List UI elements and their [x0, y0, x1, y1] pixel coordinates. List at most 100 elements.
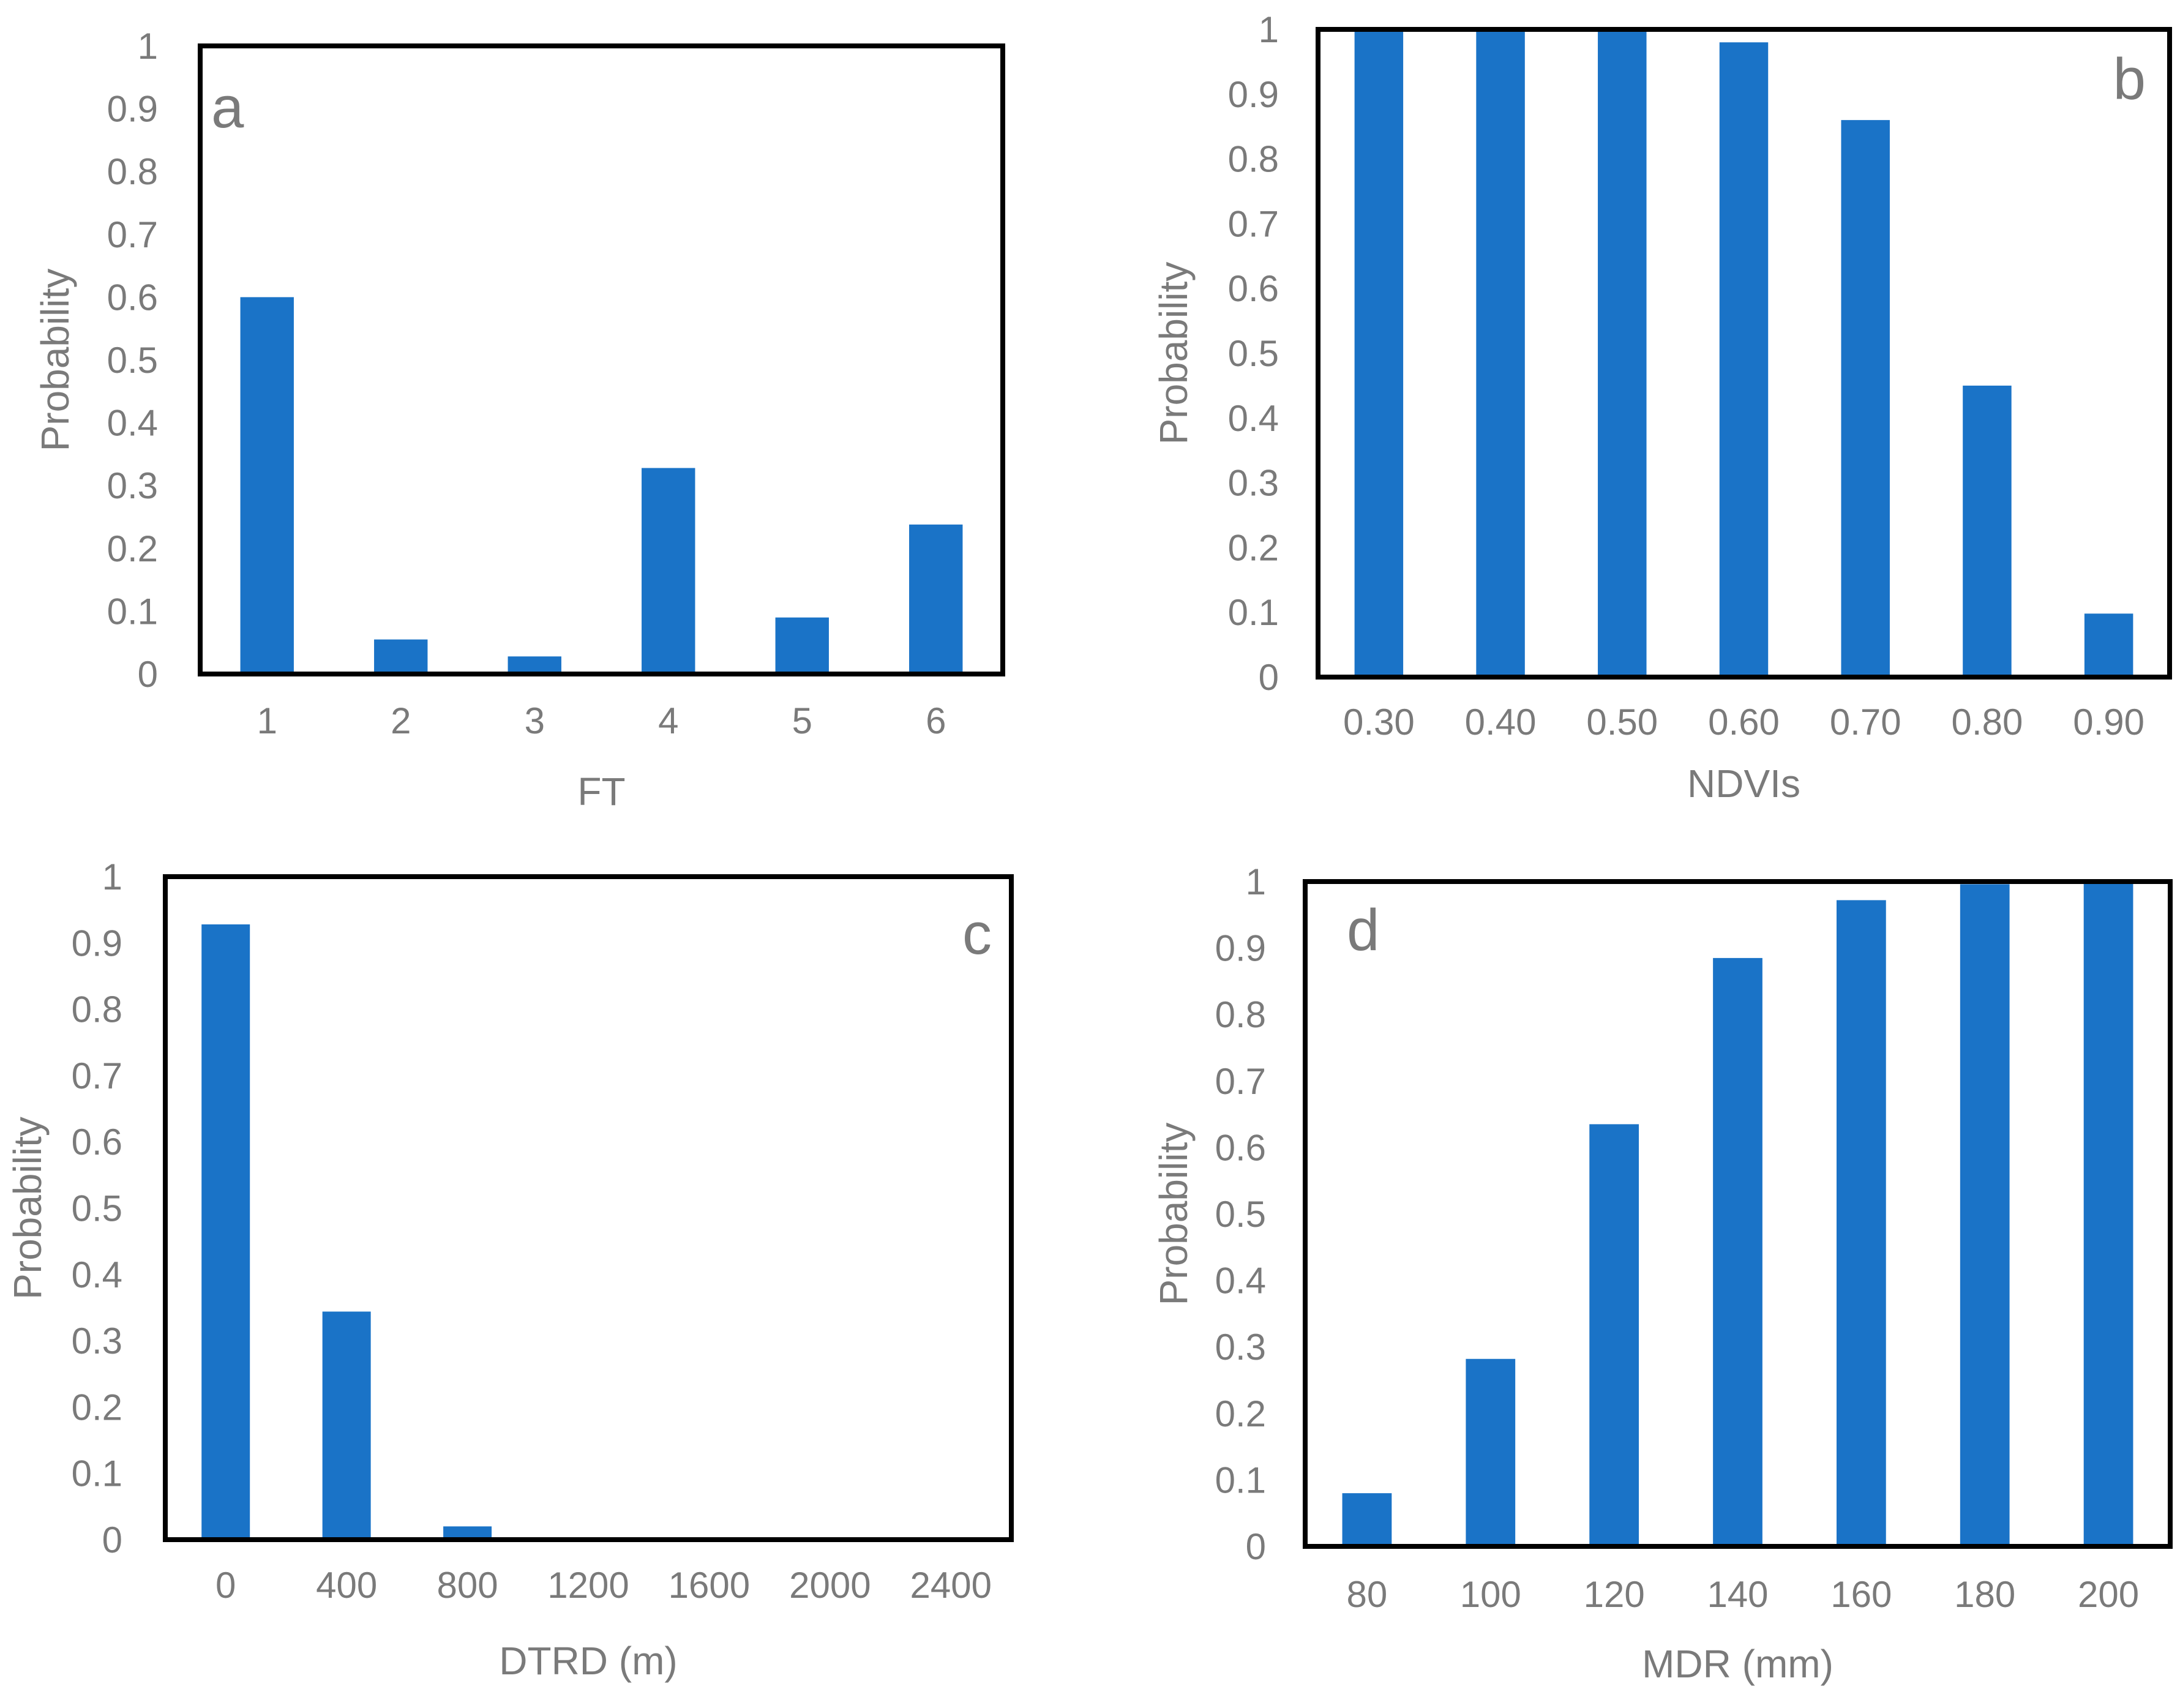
plot-frame-b	[1316, 27, 2172, 680]
bar-b-0.60	[1719, 42, 1769, 677]
y-tick-label: 0.9	[107, 89, 158, 130]
x-tick-label: 1200	[547, 1565, 629, 1606]
x-tick-label: 0	[215, 1565, 236, 1606]
x-tick-label: 0.60	[1708, 702, 1780, 743]
y-tick-label: 0.2	[107, 528, 158, 569]
bar-d-140	[1713, 957, 1762, 1546]
x-axis-title: NDVIs	[1687, 762, 1800, 806]
x-tick-label: 0.70	[1830, 702, 1901, 743]
y-tick-label: 0.1	[72, 1453, 122, 1494]
y-tick-label: 0.4	[1215, 1260, 1266, 1302]
y-tick-label: 0.1	[107, 591, 158, 632]
y-tick-label: 0.8	[1215, 994, 1266, 1035]
x-tick-label: 0.30	[1343, 702, 1415, 743]
y-tick-label: 0.5	[107, 340, 158, 381]
y-tick-label: 0.9	[1215, 928, 1266, 969]
x-tick-label: 0.90	[2073, 702, 2144, 743]
y-tick-label: 0	[138, 654, 158, 695]
y-tick-label: 0.5	[72, 1188, 122, 1229]
bar-b-0.30	[1354, 29, 1404, 677]
x-tick-label: 4	[658, 700, 678, 741]
y-tick-label: 0.3	[1228, 463, 1279, 504]
bar-a-4	[642, 468, 695, 674]
x-tick-label: 2	[391, 700, 411, 741]
panel-label: a	[211, 75, 244, 140]
y-tick-label: 0.2	[1215, 1393, 1266, 1434]
y-tick-label: 0	[102, 1519, 122, 1560]
y-tick-label: 0.4	[72, 1254, 122, 1295]
y-axis-title: Probability	[1152, 262, 1196, 445]
y-tick-label: 0.8	[107, 151, 158, 192]
bar-a-3	[508, 656, 561, 674]
bar-d-180	[1960, 884, 2010, 1546]
y-axis-title: Probability	[33, 269, 77, 452]
y-tick-label: 0	[1259, 657, 1279, 698]
y-axis-title: Probability	[6, 1117, 50, 1300]
chart-panel-d: 80 100 120 140 160 180 200 0 0.1 0.2 0.3 0.4 0.5 0.6 0…	[1152, 861, 2173, 1686]
x-tick-label: 3	[525, 700, 545, 741]
y-tick-label: 0.5	[1215, 1194, 1266, 1235]
plot-frame-a	[198, 43, 1005, 676]
y-tick-label: 0.7	[107, 214, 158, 255]
y-tick-label: 0.6	[1215, 1127, 1266, 1168]
x-tick-label: 400	[316, 1565, 377, 1606]
bar-c-0	[201, 924, 250, 1540]
bar-a-6	[909, 524, 963, 674]
panel-label: d	[1347, 897, 1379, 963]
x-tick-label: 2000	[789, 1565, 871, 1606]
y-tick-label: 0.4	[107, 403, 158, 444]
x-tick-label: 6	[926, 700, 946, 741]
x-tick-label: 2400	[910, 1565, 992, 1606]
y-tick-label: 0.7	[1228, 203, 1279, 244]
y-tick-label: 0.9	[1228, 74, 1279, 115]
y-tick-label: 1	[138, 26, 158, 67]
bar-d-200	[2083, 882, 2133, 1546]
y-axis-title: Probability	[1152, 1123, 1196, 1306]
y-tick-label: 0.1	[1228, 592, 1279, 633]
y-tick-label: 1	[1259, 9, 1279, 50]
bar-b-0.40	[1476, 29, 1525, 677]
y-tick-label: 0.7	[72, 1055, 122, 1096]
y-tick-label: 0.7	[1215, 1061, 1266, 1102]
x-axis-title: MDR (mm)	[1642, 1642, 1834, 1686]
bar-b-0.50	[1598, 31, 1647, 678]
y-tick-label: 0.4	[1228, 398, 1279, 439]
chart-panel-a: 1 2 3 4 5 6 0 0.1 0.2 0.3 0.4 0.5 0.6 0.7 0.8 0.9 1 FT Pro…	[33, 26, 1005, 814]
x-tick-label: 5	[792, 700, 812, 741]
panel-label: c	[962, 901, 992, 967]
y-tick-label: 0.6	[107, 277, 158, 318]
y-tick-label: 1	[1246, 861, 1266, 902]
panel-label: b	[2113, 47, 2146, 112]
x-tick-label: 80	[1347, 1574, 1388, 1615]
bar-a-5	[775, 617, 829, 674]
y-tick-label: 0.2	[72, 1387, 122, 1428]
bar-b-0.80	[1963, 385, 2012, 677]
x-tick-label: 0.80	[1952, 702, 2023, 743]
x-tick-label: 120	[1584, 1574, 1645, 1615]
bar-c-400	[322, 1311, 371, 1540]
x-tick-label: 200	[2078, 1574, 2139, 1615]
y-tick-label: 0.5	[1228, 333, 1279, 374]
bar-d-120	[1589, 1124, 1639, 1546]
plot-frame-c	[163, 874, 1014, 1542]
bar-d-160	[1836, 900, 1886, 1546]
y-tick-label: 0.9	[72, 923, 122, 964]
bar-a-2	[374, 639, 428, 674]
x-axis-title: FT	[577, 770, 625, 814]
x-tick-label: 160	[1830, 1574, 1892, 1615]
x-tick-label: 0.50	[1586, 702, 1658, 743]
plot-frame-d	[1303, 879, 2173, 1549]
x-tick-label: 0.40	[1465, 702, 1537, 743]
y-tick-label: 0.3	[107, 465, 158, 506]
bar-b-0.70	[1841, 120, 1890, 677]
x-tick-label: 100	[1460, 1574, 1521, 1615]
chart-panel-b: 0.30 0.40 0.50 0.60 0.70 0.80 0.90 0 0.1 0.2 0.3 0.…	[1152, 9, 2172, 806]
y-tick-label: 1	[102, 856, 122, 897]
bar-a-1	[240, 297, 294, 674]
y-tick-label: 0	[1246, 1526, 1266, 1567]
y-tick-label: 0.3	[1215, 1327, 1266, 1368]
bar-c-800	[443, 1526, 492, 1540]
bar-b-0.90	[2084, 613, 2133, 677]
x-tick-label: 1	[257, 700, 277, 741]
